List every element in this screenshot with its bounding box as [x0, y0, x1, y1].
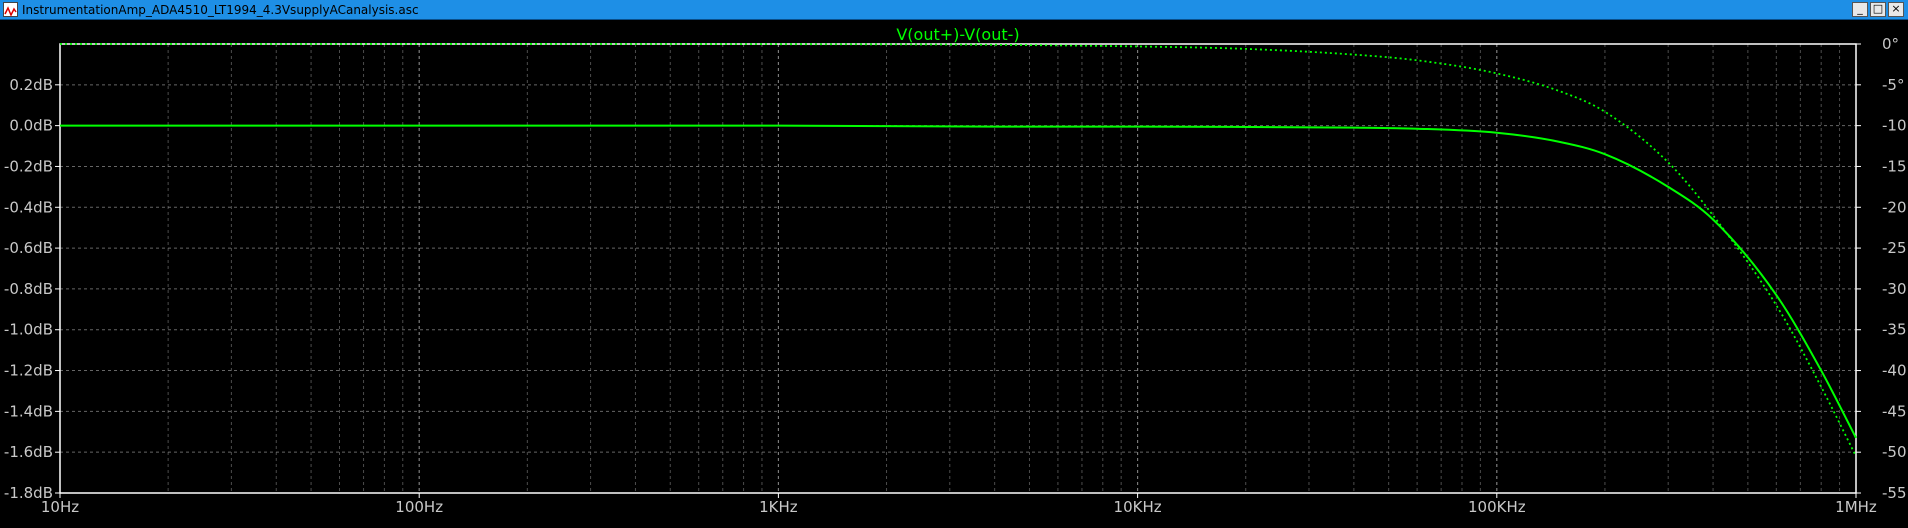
y-left-tick-label: -1.2dB [4, 362, 53, 380]
y-left-tick-label: 0.0dB [9, 117, 53, 135]
x-tick-label: 1MHz [1835, 498, 1877, 516]
y-right-tick-label: -30° [1882, 280, 1908, 298]
minimize-button[interactable]: _ [1852, 2, 1868, 17]
y-right-tick-label: -50° [1882, 443, 1908, 461]
bode-chart[interactable]: 10Hz 100Hz 1KHz 10KHz 100KHz 1MHz 0.2dB 0.0dB -0… [0, 20, 1908, 524]
y-left-tick-label: -1.0dB [4, 321, 53, 339]
window-titlebar[interactable]: InstrumentationAmp_ADA4510_LT1994_4.3Vsu… [0, 0, 1908, 20]
close-button[interactable]: × [1888, 2, 1904, 17]
plot-frame [59, 43, 1857, 494]
y-right-tick-label: -25° [1882, 239, 1908, 257]
waveform-icon [3, 2, 18, 17]
waveform-plot[interactable]: 10Hz 100Hz 1KHz 10KHz 100KHz 1MHz 0.2dB 0.0dB -0… [0, 20, 1908, 524]
y-right-tick-label: -45° [1882, 402, 1908, 420]
window-title: InstrumentationAmp_ADA4510_LT1994_4.3Vsu… [22, 3, 419, 17]
x-tick-label: 10Hz [41, 498, 79, 516]
x-tick-label: 100KHz [1468, 498, 1526, 516]
x-tick-label: 1KHz [759, 498, 798, 516]
y-left-tick-label: -0.2dB [4, 157, 53, 175]
y-right-tick-label: 0° [1882, 35, 1899, 53]
y-right-tick-label: -20° [1882, 198, 1908, 216]
x-tick-label: 10KHz [1114, 498, 1162, 516]
y-left-tick-label: -1.6dB [4, 443, 53, 461]
y-left-tick-label: -0.4dB [4, 198, 53, 216]
x-tick-label: 100Hz [395, 498, 443, 516]
waveform-icon-glyph [4, 6, 17, 17]
y-right-tick-label: -15° [1882, 157, 1908, 175]
plot-title: V(out+)-V(out-) [896, 25, 1019, 44]
y-right-tick-label: -55° [1882, 484, 1908, 502]
y-left-tick-label: -0.8dB [4, 280, 53, 298]
phase-trace [59, 43, 1857, 457]
y-right-tick-label: -40° [1882, 362, 1908, 380]
y-left-tick-label: 0.2dB [9, 76, 53, 94]
y-left-tick-label: -0.6dB [4, 239, 53, 257]
y-right-tick-label: -5° [1882, 76, 1904, 94]
restore-button[interactable]: □ [1870, 2, 1886, 17]
magnitude-trace [59, 124, 1857, 439]
y-left-tick-label: -1.4dB [4, 402, 53, 420]
y-right-tick-label: -35° [1882, 321, 1908, 339]
y-right-tick-label: -10° [1882, 117, 1908, 135]
y-left-tick-label: -1.8dB [4, 484, 53, 502]
